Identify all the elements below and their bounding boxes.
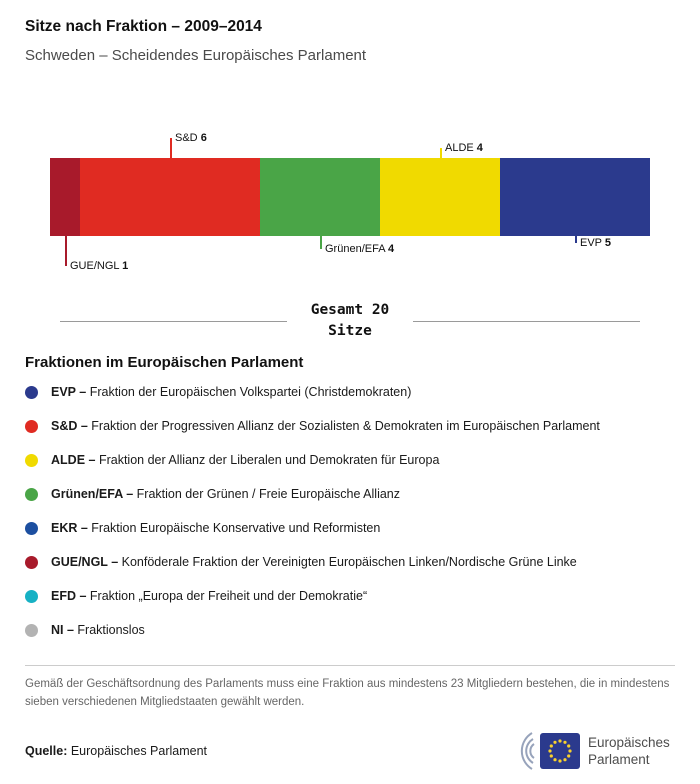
divider-line-right — [413, 320, 641, 322]
legend-dot-efd — [25, 589, 38, 603]
callout-line-s-d — [170, 138, 172, 158]
bar-segment-evp — [500, 158, 650, 236]
legend-label-ekr: EKR – Fraktion Europäische Konservative … — [51, 521, 381, 536]
legend-item-gue-ngl: GUE/NGL – Konföderale Fraktion der Verei… — [25, 545, 675, 579]
legend-dot-ekr — [25, 521, 38, 535]
chart-area: GUE/NGL 1 S&D 6 Grünen/EFA 4 ALDE 4 EVP 5 — [0, 126, 700, 286]
bar-segment-alde — [380, 158, 500, 236]
footnote-section: Gemäß der Geschäftsordnung des Parlament… — [25, 665, 675, 712]
legend-label-efd: EFD – Fraktion „Europa der Freiheit und … — [51, 589, 368, 604]
callout-label-s-d: S&D 6 — [175, 132, 207, 144]
hemicycle-arcs-icon — [520, 732, 535, 770]
footnote-text: Gemäß der Geschäftsordnung des Parlament… — [25, 678, 670, 708]
eu-stars-icon — [548, 739, 572, 763]
bar-segment-grünen-efa — [260, 158, 380, 236]
legend-title: Fraktionen im Europäischen Parlament — [25, 354, 304, 372]
legend-dot-evp — [25, 385, 38, 399]
legend-item-efd: EFD – Fraktion „Europa der Freiheit und … — [25, 579, 675, 613]
callout-line-gue-ngl — [65, 236, 67, 266]
source-line: Quelle: Europäisches Parlament — [25, 744, 207, 758]
logo-text-line2: Parlament — [588, 752, 650, 767]
source-label: Quelle: — [25, 744, 68, 758]
logo-text-line1: Europäisches — [588, 735, 670, 750]
bar-segment-s-d — [80, 158, 260, 236]
legend-label-grünen-efa: Grünen/EFA – Fraktion der Grünen / Freie… — [51, 487, 400, 502]
callout-line-evp — [575, 236, 577, 243]
legend-dot-grünen-efa — [25, 487, 38, 501]
source-value: Europäisches Parlament — [67, 744, 208, 758]
bar-segment-gue-ngl — [50, 158, 80, 236]
legend-label-gue-ngl: GUE/NGL – Konföderale Fraktion der Verei… — [51, 555, 577, 570]
divider-line-left — [60, 320, 287, 322]
legend-item-grünen-efa: Grünen/EFA – Fraktion der Grünen / Freie… — [25, 477, 675, 511]
total-label: Gesamt 20 Sitze — [311, 300, 390, 342]
footer: Quelle: Europäisches Parlament Europäisc… — [25, 728, 682, 774]
eu-flag-icon — [540, 733, 580, 769]
legend-dot-alde — [25, 453, 38, 467]
total-label-line1: Gesamt 20 — [310, 302, 390, 318]
total-label-line2: Sitze — [328, 323, 372, 340]
legend-list: EVP – Fraktion der Europäischen Volkspar… — [25, 375, 675, 647]
page-title: Sitze nach Fraktion – 2009–2014 — [25, 18, 262, 35]
callout-label-grünen-efa: Grünen/EFA 4 — [325, 243, 395, 255]
legend-dot-gue-ngl — [25, 555, 38, 569]
legend-label-alde: ALDE – Fraktion der Allianz der Liberale… — [51, 453, 440, 468]
page-subtitle: Schweden – Scheidendes Europäisches Parl… — [25, 47, 367, 64]
header: Sitze nach Fraktion – 2009–2014 Schweden… — [0, 0, 700, 64]
legend-item-alde: ALDE – Fraktion der Allianz der Liberale… — [25, 443, 675, 477]
stacked-bar — [50, 158, 650, 236]
callout-line-grünen-efa — [320, 236, 322, 249]
legend-item-ekr: EKR – Fraktion Europäische Konservative … — [25, 511, 675, 545]
legend-label-ni: NI – Fraktionslos — [51, 623, 145, 638]
ep-logo: Europäisches Parlament — [520, 732, 670, 770]
legend-label-evp: EVP – Fraktion der Europäischen Volkspar… — [51, 385, 412, 400]
callout-label-gue-ngl: GUE/NGL 1 — [70, 260, 129, 272]
callout-line-alde — [440, 148, 442, 158]
legend-item-evp: EVP – Fraktion der Europäischen Volkspar… — [25, 375, 675, 409]
legend-label-s-d: S&D – Fraktion der Progressiven Allianz … — [51, 419, 600, 434]
legend-item-s-d: S&D – Fraktion der Progressiven Allianz … — [25, 409, 675, 443]
callout-label-alde: ALDE 4 — [445, 142, 483, 154]
legend-dot-ni — [25, 623, 38, 637]
legend-dot-s-d — [25, 419, 38, 433]
legend-item-ni: NI – Fraktionslos — [25, 613, 675, 647]
total-divider: Gesamt 20 Sitze — [60, 300, 641, 342]
callout-label-evp: EVP 5 — [580, 237, 611, 249]
